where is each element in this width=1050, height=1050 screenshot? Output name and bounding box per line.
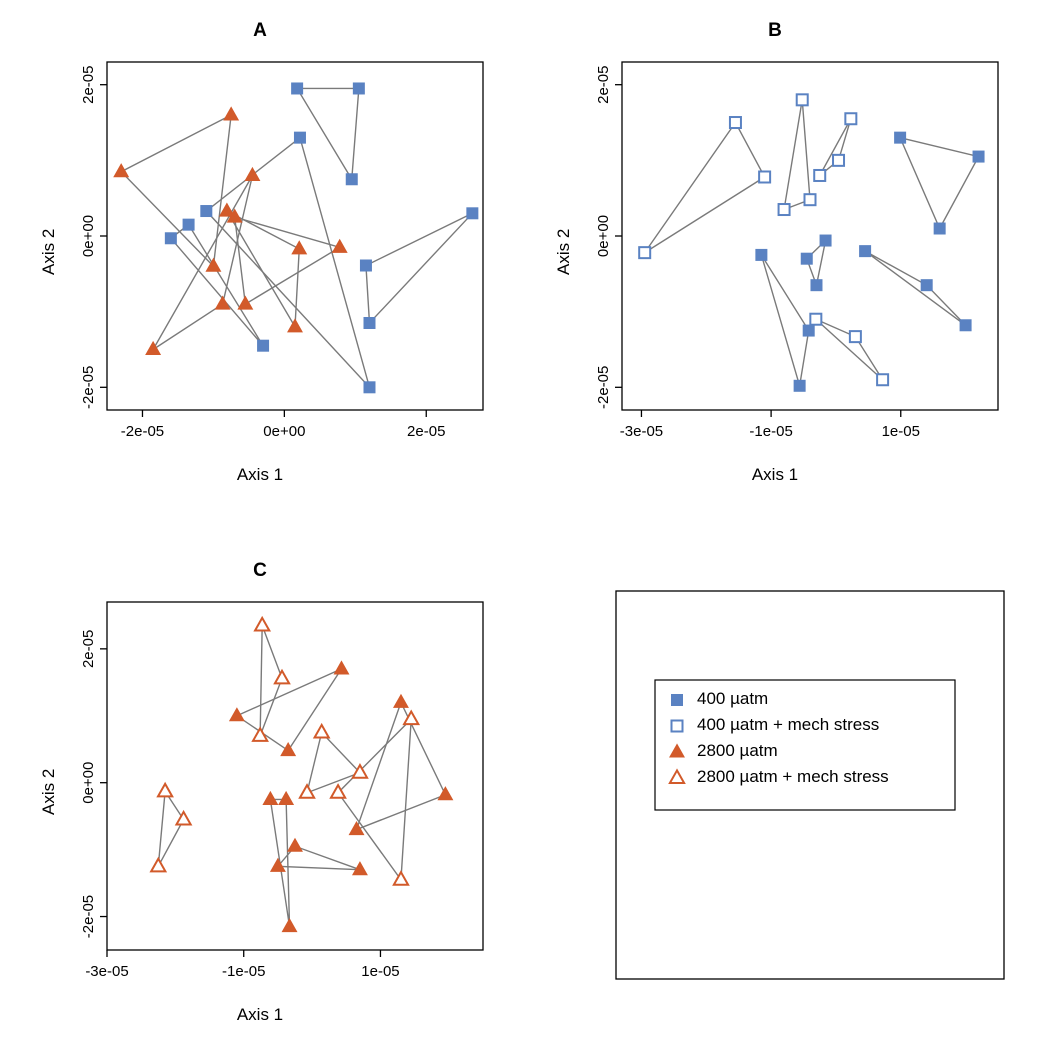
legend-panel: 400 µatm 400 µatm + mech stress 2800 µatm 2… [615, 590, 1005, 980]
svg-text:0e+00: 0e+00 [595, 215, 612, 257]
svg-text:-2e-05: -2e-05 [80, 366, 97, 409]
panel-a: A -2e-05 0e+00 2e-05 -2e-05 0e+00 2e-05 Axis … [25, 20, 495, 490]
panel-a-xlabel: Axis 1 [25, 465, 495, 485]
svg-text:-3e-05: -3e-05 [85, 963, 128, 980]
panel-b: B -3e-05 -1e-05 1e-05 -2e-05 0e+00 2e-05 Axis… [540, 20, 1010, 490]
legend-item-label: 400 µatm + mech stress [697, 715, 879, 734]
legend-item-label: 400 µatm [697, 689, 768, 708]
panel-a-ylabel: Axis 2 [39, 229, 59, 275]
svg-text:2e-05: 2e-05 [80, 630, 97, 668]
svg-text:2e-05: 2e-05 [80, 66, 97, 104]
panel-c: C -3e-05 -1e-05 1e-05 -2e-05 0e+00 2e-05 Axis… [25, 560, 495, 1030]
svg-text:-3e-05: -3e-05 [620, 423, 663, 440]
svg-text:-2e-05: -2e-05 [595, 366, 612, 409]
panel-c-xlabel: Axis 1 [25, 1005, 495, 1025]
panel-b-xlabel: Axis 1 [540, 465, 1010, 485]
svg-text:-2e-05: -2e-05 [121, 423, 164, 440]
legend-plot: 400 µatm 400 µatm + mech stress 2800 µatm 2… [615, 590, 1005, 980]
svg-text:2e-05: 2e-05 [407, 423, 445, 440]
legend-item-label: 2800 µatm [697, 741, 778, 760]
panel-a-title: A [25, 20, 495, 42]
panel-b-plot: -3e-05 -1e-05 1e-05 -2e-05 0e+00 2e-05 [540, 50, 1010, 465]
legend-item-label: 2800 µatm + mech stress [697, 767, 889, 786]
panel-c-title: C [25, 560, 495, 582]
svg-text:1e-05: 1e-05 [882, 423, 920, 440]
panel-c-plot: -3e-05 -1e-05 1e-05 -2e-05 0e+00 2e-05 [25, 590, 495, 1005]
panel-b-ylabel: Axis 2 [554, 229, 574, 275]
svg-text:0e+00: 0e+00 [80, 762, 97, 804]
svg-text:0e+00: 0e+00 [80, 215, 97, 257]
svg-text:0e+00: 0e+00 [263, 423, 305, 440]
panel-b-title: B [540, 20, 1010, 42]
figure-page: A -2e-05 0e+00 2e-05 -2e-05 0e+00 2e-05 Axis … [0, 0, 1050, 1050]
svg-text:-1e-05: -1e-05 [222, 963, 265, 980]
svg-text:-2e-05: -2e-05 [80, 895, 97, 938]
svg-text:2e-05: 2e-05 [595, 66, 612, 104]
svg-text:-1e-05: -1e-05 [749, 423, 792, 440]
panel-a-plot: -2e-05 0e+00 2e-05 -2e-05 0e+00 2e-05 [25, 50, 495, 465]
svg-text:1e-05: 1e-05 [361, 963, 399, 980]
panel-c-ylabel: Axis 2 [39, 769, 59, 815]
